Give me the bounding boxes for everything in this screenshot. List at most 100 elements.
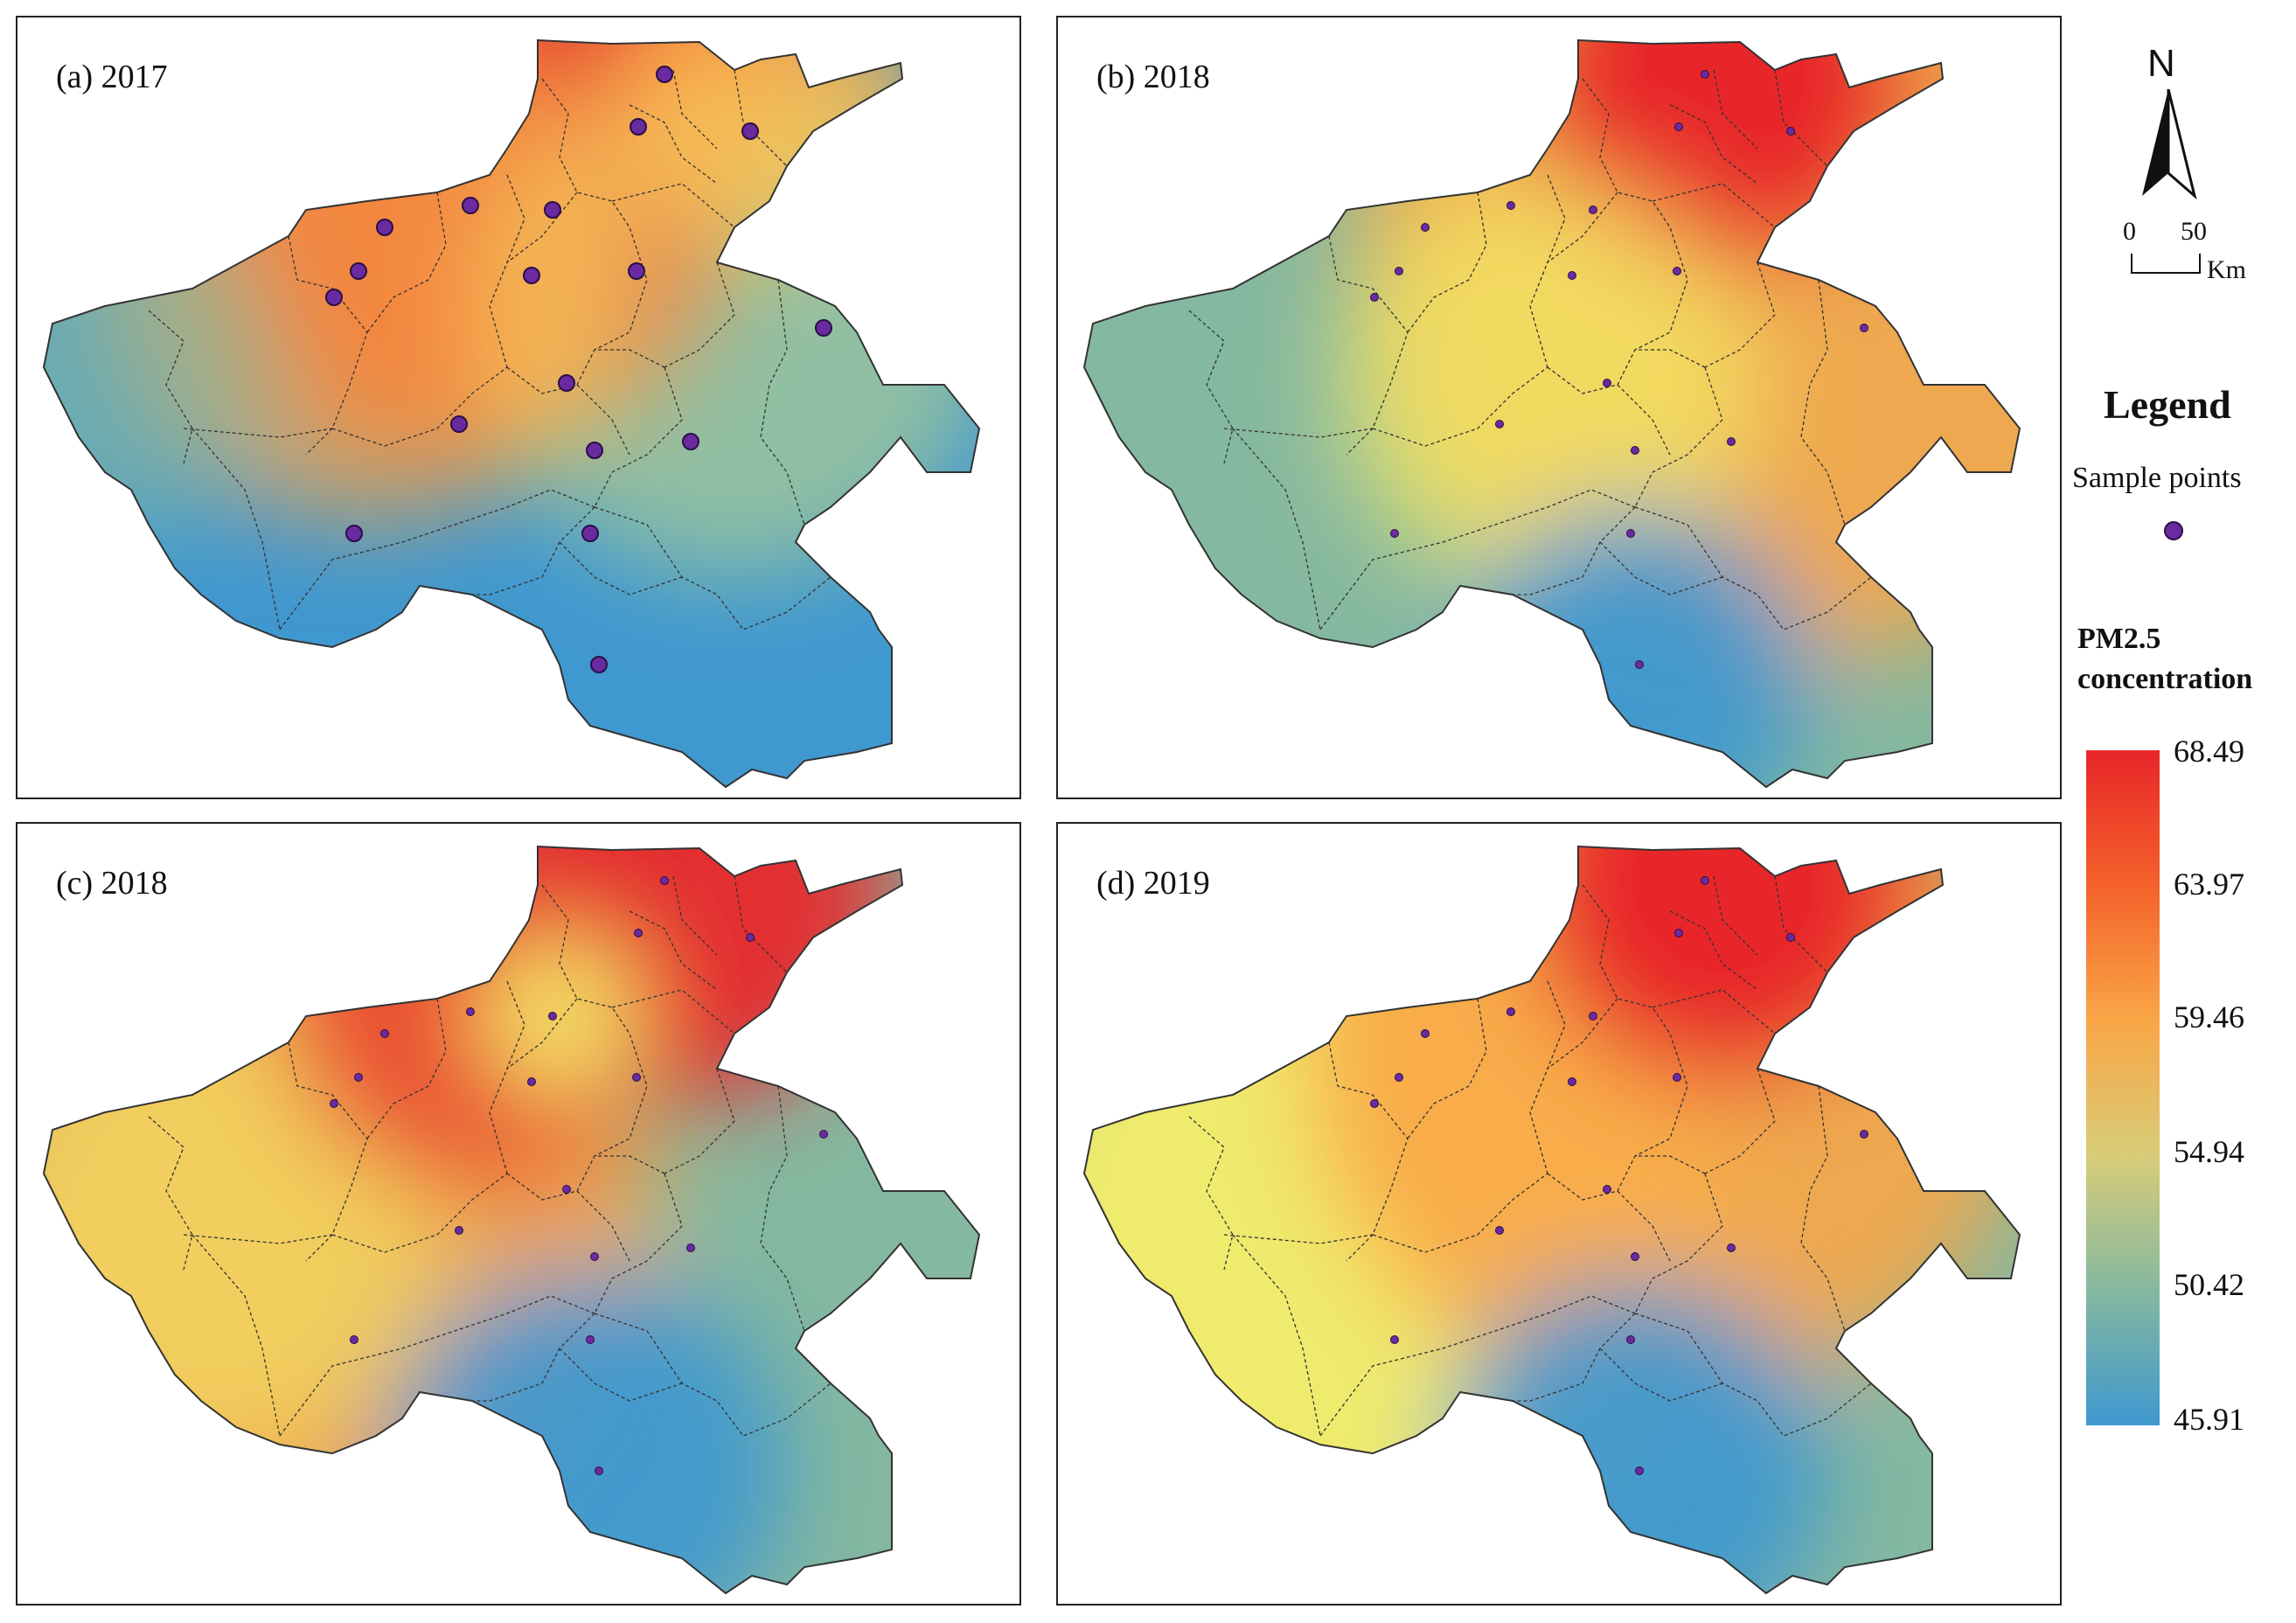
district-boundary (331, 366, 508, 447)
sample-point (1786, 933, 1795, 942)
panel-label-c: (c) 2018 (56, 865, 168, 902)
district-boundary (611, 989, 735, 1034)
sample-point (815, 319, 832, 337)
sample-point (354, 1073, 363, 1082)
sample-point (544, 201, 561, 219)
district-boundary (594, 1313, 831, 1437)
district-boundary (760, 1085, 805, 1332)
district-boundary (148, 1116, 193, 1271)
sample-point (1673, 1073, 1681, 1082)
district-boundary (672, 875, 718, 956)
district-boundary (1582, 884, 1688, 1157)
sample-point (1631, 1252, 1639, 1261)
district-boundary (559, 1348, 683, 1402)
province-outline (1082, 38, 2021, 789)
district-boundary (1547, 192, 1618, 263)
district-boundary (506, 998, 578, 1069)
sample-point (741, 122, 759, 140)
district-boundary (1547, 998, 1618, 1069)
district-boundary (594, 1173, 683, 1314)
sample-point (590, 656, 608, 673)
district-boundary (559, 541, 683, 596)
province-outline (42, 38, 981, 789)
map-c (42, 845, 981, 1595)
sample-point (1495, 1226, 1504, 1235)
district-boundary (1407, 192, 1487, 333)
district-boundary (594, 366, 683, 508)
map-d (1082, 845, 2021, 1595)
sample-point (350, 1335, 358, 1344)
sample-point (466, 1007, 475, 1016)
sample-point (1631, 446, 1639, 455)
sample-point (548, 1012, 557, 1020)
district-boundary (664, 261, 735, 368)
sample-point (1395, 1073, 1403, 1082)
pm25-legend-title: PM2.5 concentration (2077, 619, 2252, 700)
map-panel-c: (c) 2018 (16, 822, 1021, 1606)
district-boundary (1774, 69, 1828, 167)
sample-point (1390, 529, 1399, 538)
district-boundary (1319, 1295, 1636, 1437)
district-boundary (1223, 428, 1374, 438)
sample-point (376, 219, 393, 236)
sample-point (660, 876, 669, 885)
district-boundary (672, 69, 718, 150)
sample-point (562, 1185, 571, 1194)
pm25-title-line2: concentration (2077, 663, 2253, 695)
sample-point (634, 929, 643, 937)
district-boundary (1513, 506, 1636, 596)
district-boundary (1372, 1173, 1548, 1253)
district-boundary (1582, 78, 1688, 351)
map-panel-a: (a) 2017 (16, 16, 1021, 799)
sample-point (1701, 876, 1709, 885)
sample-point (1370, 293, 1379, 302)
district-boundary (506, 1155, 665, 1201)
sample-point (1603, 379, 1611, 387)
sample-point (450, 415, 468, 433)
sample-point (1674, 122, 1683, 131)
district-boundary (1704, 261, 1776, 368)
district-boundary (1634, 1313, 1872, 1437)
legend-tick: 63.97 (2174, 867, 2244, 902)
sample-point (1860, 1130, 1868, 1139)
panel-label-d: (d) 2019 (1096, 865, 1210, 902)
district-boundary (148, 310, 193, 464)
pm25-title-line1: PM2.5 (2077, 623, 2161, 655)
sample-point (746, 933, 755, 942)
sample-point (1860, 324, 1868, 332)
sample-point (581, 525, 599, 542)
sample-point (462, 197, 479, 214)
district-boundary (1774, 875, 1828, 973)
district-boundary (1669, 104, 1758, 185)
sample-point (330, 1099, 338, 1108)
sample-point (1626, 529, 1635, 538)
district-boundary (1407, 998, 1487, 1139)
sample-point (1568, 1077, 1576, 1086)
map-b (1082, 38, 2021, 789)
district-boundary (1800, 1085, 1846, 1332)
sample-point (632, 1073, 641, 1082)
district-boundary (472, 506, 595, 596)
scale-tick-end: 50 (2181, 217, 2207, 246)
sample-point (1568, 271, 1576, 280)
district-boundary (1547, 1155, 1706, 1201)
district-boundary (1704, 1068, 1776, 1174)
district-boundary (506, 192, 578, 263)
sample-point (1673, 267, 1681, 275)
sample-point (1421, 1029, 1430, 1038)
district-boundary (1617, 1190, 1671, 1262)
sample-point (590, 1252, 599, 1261)
sample-point (523, 267, 540, 284)
district-boundary (629, 104, 718, 185)
province-outline (1082, 845, 2021, 1595)
district-boundary (331, 1173, 508, 1253)
sample-point (1727, 437, 1736, 446)
district-boundary (541, 884, 648, 1157)
district-boundary (1599, 1348, 1723, 1402)
district-boundary (576, 1190, 630, 1262)
sample-point (1589, 1012, 1597, 1020)
district-boundary (576, 384, 630, 456)
district-boundary (734, 875, 788, 973)
sample-point (686, 1243, 695, 1252)
district-boundary (1188, 310, 1234, 464)
